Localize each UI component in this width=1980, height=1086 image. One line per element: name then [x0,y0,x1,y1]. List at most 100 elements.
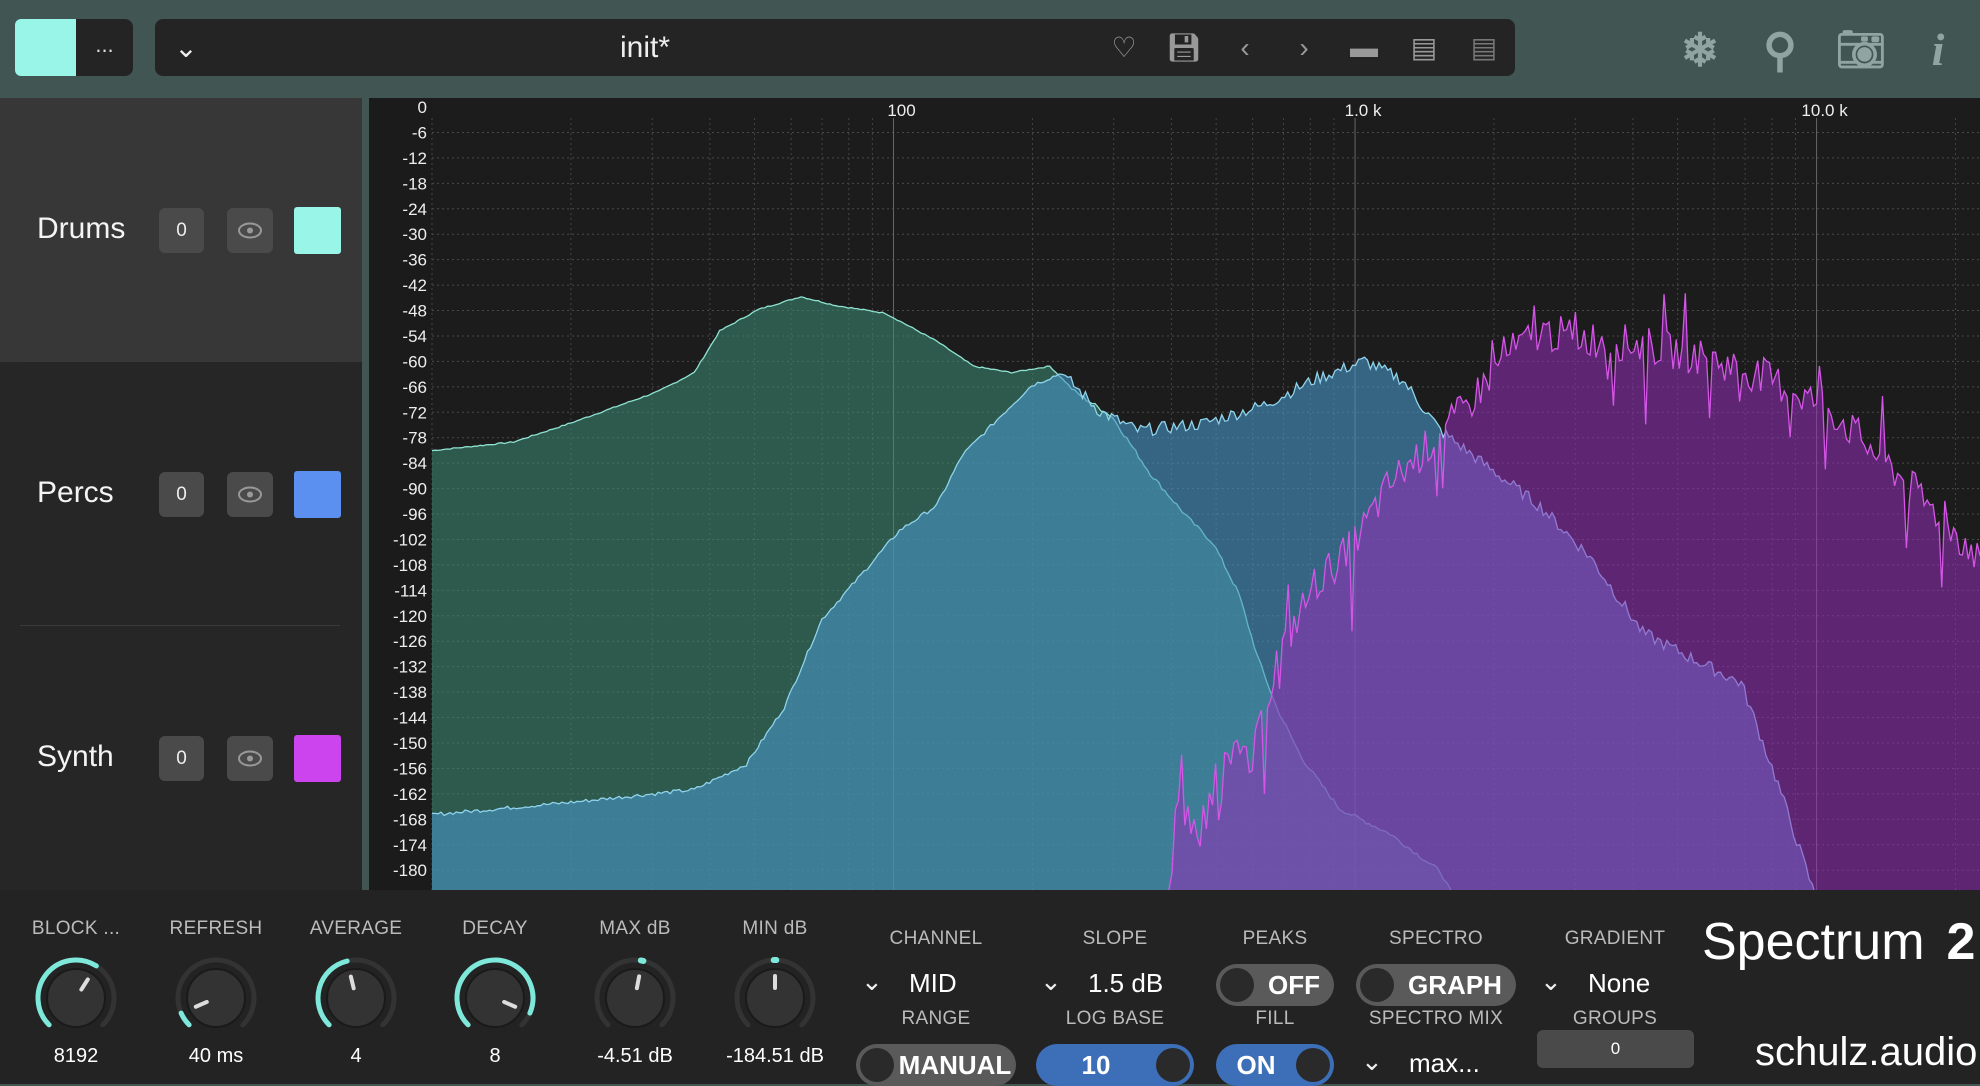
track-name: Synth [37,740,114,773]
y-tick-label: -48 [402,302,427,321]
track-offset-badge[interactable]: 0 [159,208,204,253]
slope-value: 1.5 dB [1088,968,1164,998]
y-tick-label: -12 [402,149,427,168]
knob-value: 40 ms [188,1045,244,1067]
y-tick-label: -180 [393,861,427,880]
info-icon[interactable]: i [1931,24,1945,75]
camera-icon[interactable]: 📷︎ [1835,28,1887,72]
eye-icon[interactable] [227,736,273,781]
heart-icon[interactable]: ♡ [1111,32,1137,63]
y-tick-label: 0 [418,98,427,117]
y-tick-label: -24 [402,200,427,219]
chevron-right-icon[interactable]: › [1299,32,1309,63]
track-color-button[interactable] [15,19,76,76]
y-tick-label: -60 [402,352,427,371]
knob-label: DECAY [462,918,528,939]
product-logo: Spectrum 2 [1702,912,1975,972]
channel-dropdown[interactable]: ⌄ MID [861,966,1011,1006]
knob-value: 8 [489,1045,501,1067]
knob-min-db[interactable] [730,953,820,1043]
y-tick-label: -102 [393,530,427,549]
y-tick-label: -6 [412,123,427,142]
chevron-down-icon: ⌄ [1361,1046,1383,1076]
product-name: Spectrum [1702,913,1925,971]
peaks-toggle[interactable]: OFF [1216,964,1334,1006]
track-offset-badge[interactable]: 0 [159,472,204,517]
gradient-label: GRADIENT [1564,928,1666,949]
preset-bar: ⌄ init* ♡ 💾︎ ‹ › ▬ ▤ ▤ [155,19,1515,76]
track-row-percs[interactable]: Percs 0 [0,362,362,627]
spectrum-chart: 0 -6 -12 -18 -24 -30 -36 -42 -48 -54 -60 -66 -72 -78 -… [369,98,1980,906]
track-row-drums[interactable]: Drums 0 [0,98,362,363]
x-tick-label: 100 [887,101,915,120]
knob-refresh[interactable] [171,953,261,1043]
company-name: schulz.audio [1755,1030,1978,1074]
knob-block[interactable] [31,953,121,1043]
groups-field[interactable]: 0 [1537,1030,1694,1068]
fill-toggle[interactable]: ON [1216,1044,1334,1086]
knob-label: BLOCK ... [31,918,121,939]
preset-name[interactable]: init* [619,31,671,64]
y-tick-label: -36 [402,251,427,270]
y-tick-label: -30 [402,225,427,244]
channel-value: MID [909,968,957,998]
spectrum-display[interactable]: 0 -6 -12 -18 -24 -30 -36 -42 -48 -54 -60 -66 -72 -78 -… [369,98,1980,906]
toggle-thumb [1156,1048,1190,1082]
y-tick-label: -132 [393,658,427,677]
track-row-synth[interactable]: Synth 0 [0,626,362,890]
divider [362,98,369,890]
knob-label: MAX dB [599,918,671,939]
copy-icon[interactable]: ▤ [1410,32,1438,63]
track-offset-badge[interactable]: 0 [159,736,204,781]
knob-average[interactable] [311,953,401,1043]
y-tick-label: -84 [402,454,427,473]
toggle-thumb [1296,1048,1330,1082]
y-tick-label: -54 [402,327,427,346]
slope-dropdown[interactable]: ⌄ 1.5 dB [1040,966,1190,1006]
eye-icon[interactable] [227,472,273,517]
peaks-value: OFF [1268,970,1320,1000]
y-tick-label: -108 [393,556,427,575]
track-color-swatch[interactable] [294,735,341,782]
track-color-swatch[interactable] [294,207,341,254]
knob-value: 4 [350,1045,362,1067]
chevron-left-icon[interactable]: ‹ [1240,32,1250,63]
fill-label: FILL [1255,1008,1295,1029]
knob-label: MIN dB [742,918,808,939]
knob-label: REFRESH [169,918,263,939]
top-bar: ... ⌄ init* ♡ 💾︎ ‹ › ▬ ▤ ▤ ❄ ⚲ 📷︎ i [0,0,1980,98]
series-area-synth [1168,293,1980,890]
y-tick-label: -18 [402,174,427,193]
spectro-toggle[interactable]: GRAPH [1356,964,1516,1006]
range-label: RANGE [901,1008,971,1029]
log-base-value: 10 [1081,1050,1111,1080]
gradient-dropdown[interactable]: ⌄ None [1540,966,1690,1006]
y-tick-label: -138 [393,683,427,702]
more-button[interactable]: ... [76,19,133,76]
range-toggle[interactable]: MANUAL [856,1044,1016,1086]
folder-icon[interactable]: ▬ [1350,32,1378,63]
spectro-mix-dropdown[interactable]: ⌄ max... [1361,1046,1511,1086]
save-icon[interactable]: 💾︎ [1166,32,1202,63]
search-icon[interactable]: ⚲ [1763,24,1797,76]
knob-decay[interactable] [450,953,540,1043]
track-color-swatch[interactable] [294,471,341,518]
chevron-down-icon: ⌄ [1540,966,1562,996]
track-list: Drums 0 Percs 0 Synth 0 [0,98,362,890]
track-name: Drums [37,212,126,245]
eye-icon[interactable] [227,208,273,253]
knob-max-db[interactable] [590,953,680,1043]
knob-label: AVERAGE [309,918,403,939]
spectro-value: GRAPH [1408,970,1502,1000]
control-panel: BLOCK ... 8192 REFRESH 40 ms AVERAGE 4 DECAY 8 M… [0,890,1980,1086]
knob-value: -4.51 dB [597,1045,673,1067]
paste-icon[interactable]: ▤ [1470,32,1498,63]
chevron-down-icon[interactable]: ⌄ [174,32,198,63]
fill-value: ON [1236,1050,1276,1080]
log-base-toggle[interactable]: 10 [1036,1044,1194,1086]
y-tick-label: -156 [393,759,427,778]
snowflake-icon[interactable]: ❄ [1680,24,1720,76]
spectro-mix-value: max... [1409,1048,1480,1078]
peaks-label: PEAKS [1242,928,1308,949]
slope-label: SLOPE [1082,928,1148,949]
